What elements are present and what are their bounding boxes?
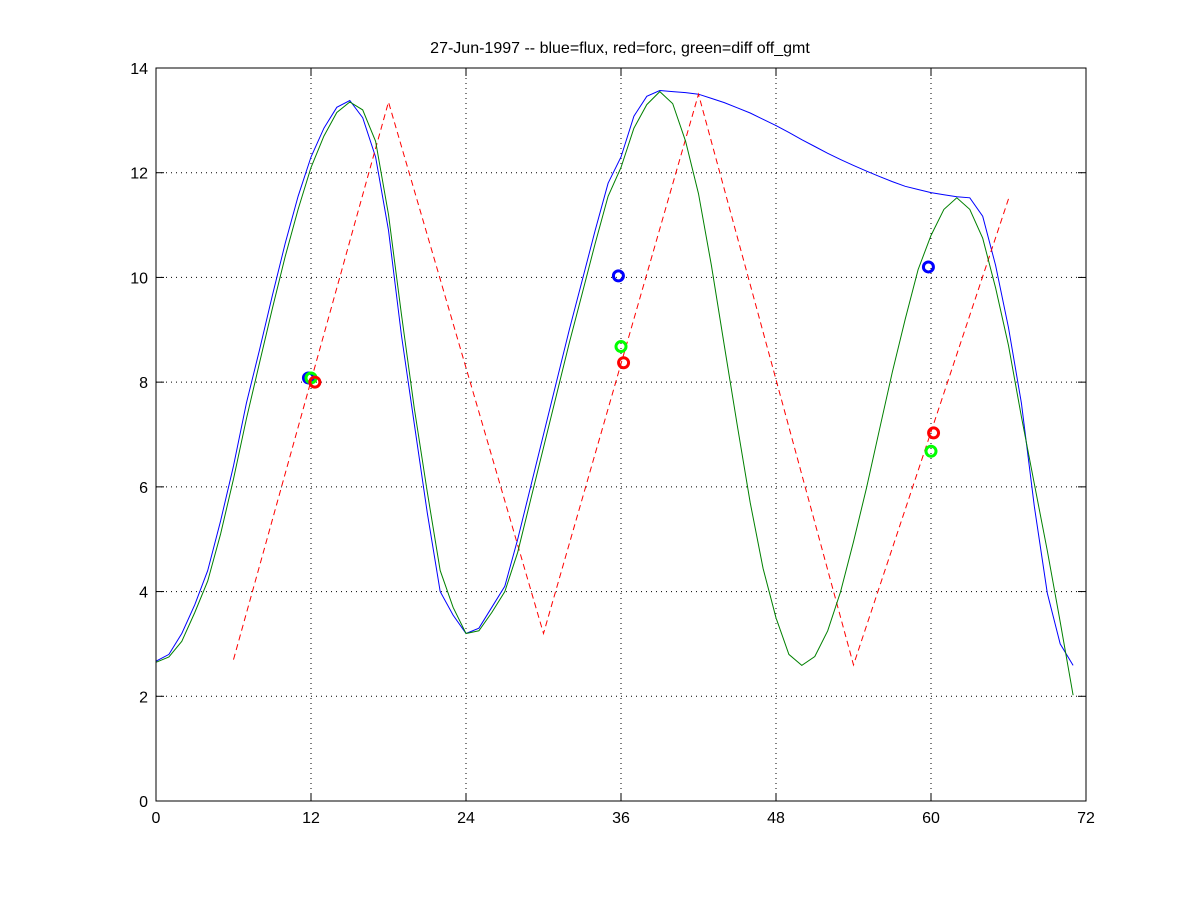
x-tick-label: 36: [612, 810, 630, 827]
chart-title: 27-Jun-1997 -- blue=flux, red=forc, gree…: [430, 40, 810, 57]
x-tick-label: 72: [1077, 810, 1095, 827]
y-tick-label: 8: [139, 375, 148, 392]
y-tick-label: 4: [139, 585, 148, 602]
marker-forc: [308, 375, 322, 389]
x-tick-label: 12: [302, 810, 320, 827]
marker-diff-off-gmt: [614, 340, 628, 354]
marker-flux: [611, 269, 625, 283]
y-tick-label: 14: [130, 61, 148, 78]
series-group: [155, 89, 1074, 696]
y-tick-label: 12: [130, 166, 148, 183]
series-line-flux: [155, 89, 1074, 666]
grid: [156, 68, 1086, 801]
marker-forc: [927, 426, 941, 440]
y-tick-label: 2: [139, 689, 148, 706]
series-line-forc: [233, 92, 1009, 667]
marker-forc: [617, 356, 631, 370]
x-tick-label: 0: [152, 810, 161, 827]
series-line-diff-off-gmt: [155, 90, 1074, 696]
x-tick-label: 48: [767, 810, 785, 827]
x-tick-label: 60: [922, 810, 940, 827]
y-tick-label: 0: [139, 794, 148, 811]
x-tick-label: 24: [457, 810, 475, 827]
y-tick-label: 6: [139, 480, 148, 497]
markers-group: [301, 260, 941, 458]
y-tick-label: 10: [130, 270, 148, 287]
marker-diff-off-gmt: [924, 444, 938, 458]
marker-flux: [921, 260, 935, 274]
